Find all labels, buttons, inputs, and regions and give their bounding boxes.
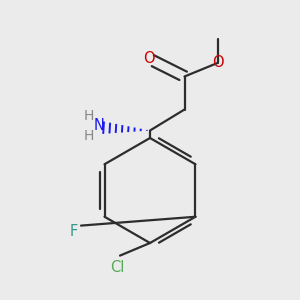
Text: N: N bbox=[94, 118, 104, 133]
Text: Cl: Cl bbox=[110, 260, 124, 275]
Text: H: H bbox=[84, 129, 94, 143]
Text: O: O bbox=[212, 55, 223, 70]
Text: O: O bbox=[143, 51, 154, 66]
Text: H: H bbox=[84, 109, 94, 123]
Text: F: F bbox=[69, 224, 78, 238]
